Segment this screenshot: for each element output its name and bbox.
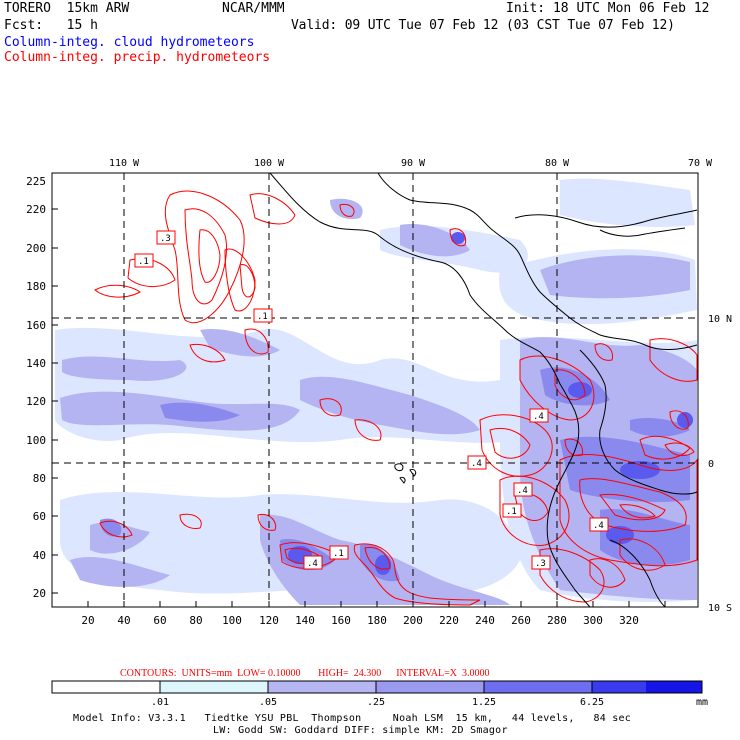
y-tick-label: 100 bbox=[26, 434, 46, 447]
low-label: LOW= 0.10000 bbox=[237, 668, 301, 679]
lon-label: 80 W bbox=[545, 158, 570, 169]
colorbar bbox=[51, 680, 703, 694]
cloud-shading bbox=[55, 178, 697, 605]
field-precip-label: Column-integ. precip. hydrometeors bbox=[4, 50, 271, 65]
y-tick-label: 160 bbox=[26, 319, 46, 332]
y-tick-label: 20 bbox=[33, 587, 46, 600]
svg-text:.1: .1 bbox=[506, 507, 517, 517]
svg-text:.4: .4 bbox=[307, 559, 318, 569]
lat-label: 10 N bbox=[708, 314, 732, 325]
x-tick-label: 280 bbox=[547, 614, 567, 627]
colorbar-units: mm bbox=[696, 697, 708, 708]
units-label: UNITS=mm bbox=[181, 668, 233, 679]
plot-frame bbox=[51, 172, 699, 608]
model-title: TORERO 15km ARW bbox=[4, 1, 130, 16]
contour-label-4: .4 bbox=[529, 408, 549, 423]
x-tick-label: 40 bbox=[117, 614, 130, 627]
y-tick-label: 60 bbox=[33, 510, 46, 523]
svg-text:.4: .4 bbox=[517, 486, 528, 496]
model-info-line2: LW: Godd SW: Goddard DIFF: simple KM: 2D… bbox=[213, 725, 508, 736]
model-info-line1: Model Info: V3.3.1 Tiedtke YSU PBL Thomp… bbox=[73, 713, 632, 724]
x-tick-label: 160 bbox=[331, 614, 351, 627]
lon-label: 70 W bbox=[688, 158, 713, 169]
contour-label-11: .3 bbox=[531, 555, 551, 570]
svg-text:.4: .4 bbox=[471, 459, 482, 469]
colorbar-swatch bbox=[376, 681, 484, 693]
colorbar-swatch bbox=[484, 681, 592, 693]
x-tick-label: 140 bbox=[295, 614, 315, 627]
contour-label-3: .1 bbox=[253, 308, 273, 323]
init-time: Init: 18 UTC Mon 06 Feb 12 bbox=[506, 1, 710, 16]
y-tick-label: 120 bbox=[26, 395, 46, 408]
y-tick-label: 40 bbox=[33, 549, 46, 562]
y-tick-label: 80 bbox=[33, 472, 46, 485]
colorbar-tick: .01 bbox=[151, 697, 169, 708]
colorbar-tick: .05 bbox=[259, 697, 277, 708]
x-tick-label: 180 bbox=[367, 614, 387, 627]
contour-label-7: .1 bbox=[502, 503, 522, 518]
svg-text:.1: .1 bbox=[138, 257, 149, 267]
y-tick-label: 140 bbox=[26, 357, 46, 370]
contour-labels: .3 .1 .1 .4 .4 .4 .1 .4 .1 .4 .3 bbox=[134, 230, 609, 570]
contour-label-5: .4 bbox=[467, 455, 487, 470]
x-tick-labels: 20 40 60 80 100 120 140 160 180 200 220 … bbox=[81, 614, 639, 627]
contours-info: CONTOURS: UNITS=mm LOW= 0.10000 HIGH= 24… bbox=[120, 667, 489, 681]
latlon-grid bbox=[52, 173, 698, 607]
contour-label-6: .4 bbox=[513, 482, 533, 497]
y-tick-label: 225 bbox=[26, 175, 46, 188]
colorbar-swatch bbox=[52, 681, 160, 693]
x-tick-label: 60 bbox=[153, 614, 166, 627]
x-tick-label: 120 bbox=[259, 614, 279, 627]
valid-time: Valid: 09 UTC Tue 07 Feb 12 (03 CST Tue … bbox=[291, 18, 675, 33]
svg-text:.1: .1 bbox=[257, 312, 268, 322]
contours-label: CONTOURS: bbox=[120, 668, 177, 679]
svg-text:.4: .4 bbox=[593, 521, 604, 531]
svg-text:.1: .1 bbox=[333, 549, 344, 559]
coastlines bbox=[269, 173, 698, 607]
contour-label-8: .4 bbox=[589, 517, 609, 532]
colorbar-swatch bbox=[646, 681, 702, 693]
colorbar-tick: .25 bbox=[367, 697, 385, 708]
contour-label-9: .1 bbox=[329, 545, 349, 560]
svg-text:.4: .4 bbox=[533, 412, 544, 422]
colorbar-ticks: .01 .05 .25 1.25 6.25 mm bbox=[151, 697, 708, 708]
colorbar-tick: 1.25 bbox=[472, 697, 496, 708]
colorbar-swatch bbox=[160, 681, 268, 693]
lon-label: 100 W bbox=[254, 158, 285, 169]
y-tick-label: 180 bbox=[26, 280, 46, 293]
x-tick-label: 100 bbox=[222, 614, 242, 627]
svg-text:.3: .3 bbox=[160, 234, 171, 244]
y-tick-label: 200 bbox=[26, 242, 46, 255]
interval-label: INTERVAL=X 3.0000 bbox=[396, 668, 490, 679]
x-tick-label: 240 bbox=[475, 614, 495, 627]
tick-marks bbox=[52, 208, 666, 607]
lat-label: 0 bbox=[708, 459, 714, 470]
contour-label-2: .1 bbox=[134, 253, 154, 268]
lat-label: 10 S bbox=[708, 603, 732, 614]
svg-text:.3: .3 bbox=[535, 559, 546, 569]
field-cloud-label: Column-integ. cloud hydrometeors bbox=[4, 35, 255, 50]
contour-label-10: .4 bbox=[303, 555, 323, 570]
lon-labels: 110 W 100 W 90 W 80 W 70 W bbox=[109, 158, 713, 169]
colorbar-swatch bbox=[268, 681, 376, 693]
contour-label-1: .3 bbox=[156, 230, 176, 245]
lon-label: 110 W bbox=[109, 158, 140, 169]
x-tick-label: 260 bbox=[511, 614, 531, 627]
x-tick-label: 220 bbox=[439, 614, 459, 627]
y-tick-labels: 20 40 60 80 100 120 140 160 180 200 220 … bbox=[26, 175, 46, 600]
forecast-hour: Fcst: 15 h bbox=[4, 18, 98, 33]
lon-label: 90 W bbox=[401, 158, 426, 169]
x-tick-label: 20 bbox=[81, 614, 94, 627]
x-tick-label: 300 bbox=[583, 614, 603, 627]
y-tick-label: 220 bbox=[26, 203, 46, 216]
colorbar-tick: 6.25 bbox=[580, 697, 604, 708]
x-tick-label: 200 bbox=[403, 614, 423, 627]
colorbar-swatch bbox=[592, 681, 646, 693]
lat-labels: 10 N 0 10 S bbox=[708, 314, 732, 614]
x-tick-label: 320 bbox=[619, 614, 639, 627]
center-label: NCAR/MMM bbox=[222, 1, 285, 16]
high-label: HIGH= 24.300 bbox=[318, 668, 382, 679]
x-tick-label: 80 bbox=[189, 614, 202, 627]
